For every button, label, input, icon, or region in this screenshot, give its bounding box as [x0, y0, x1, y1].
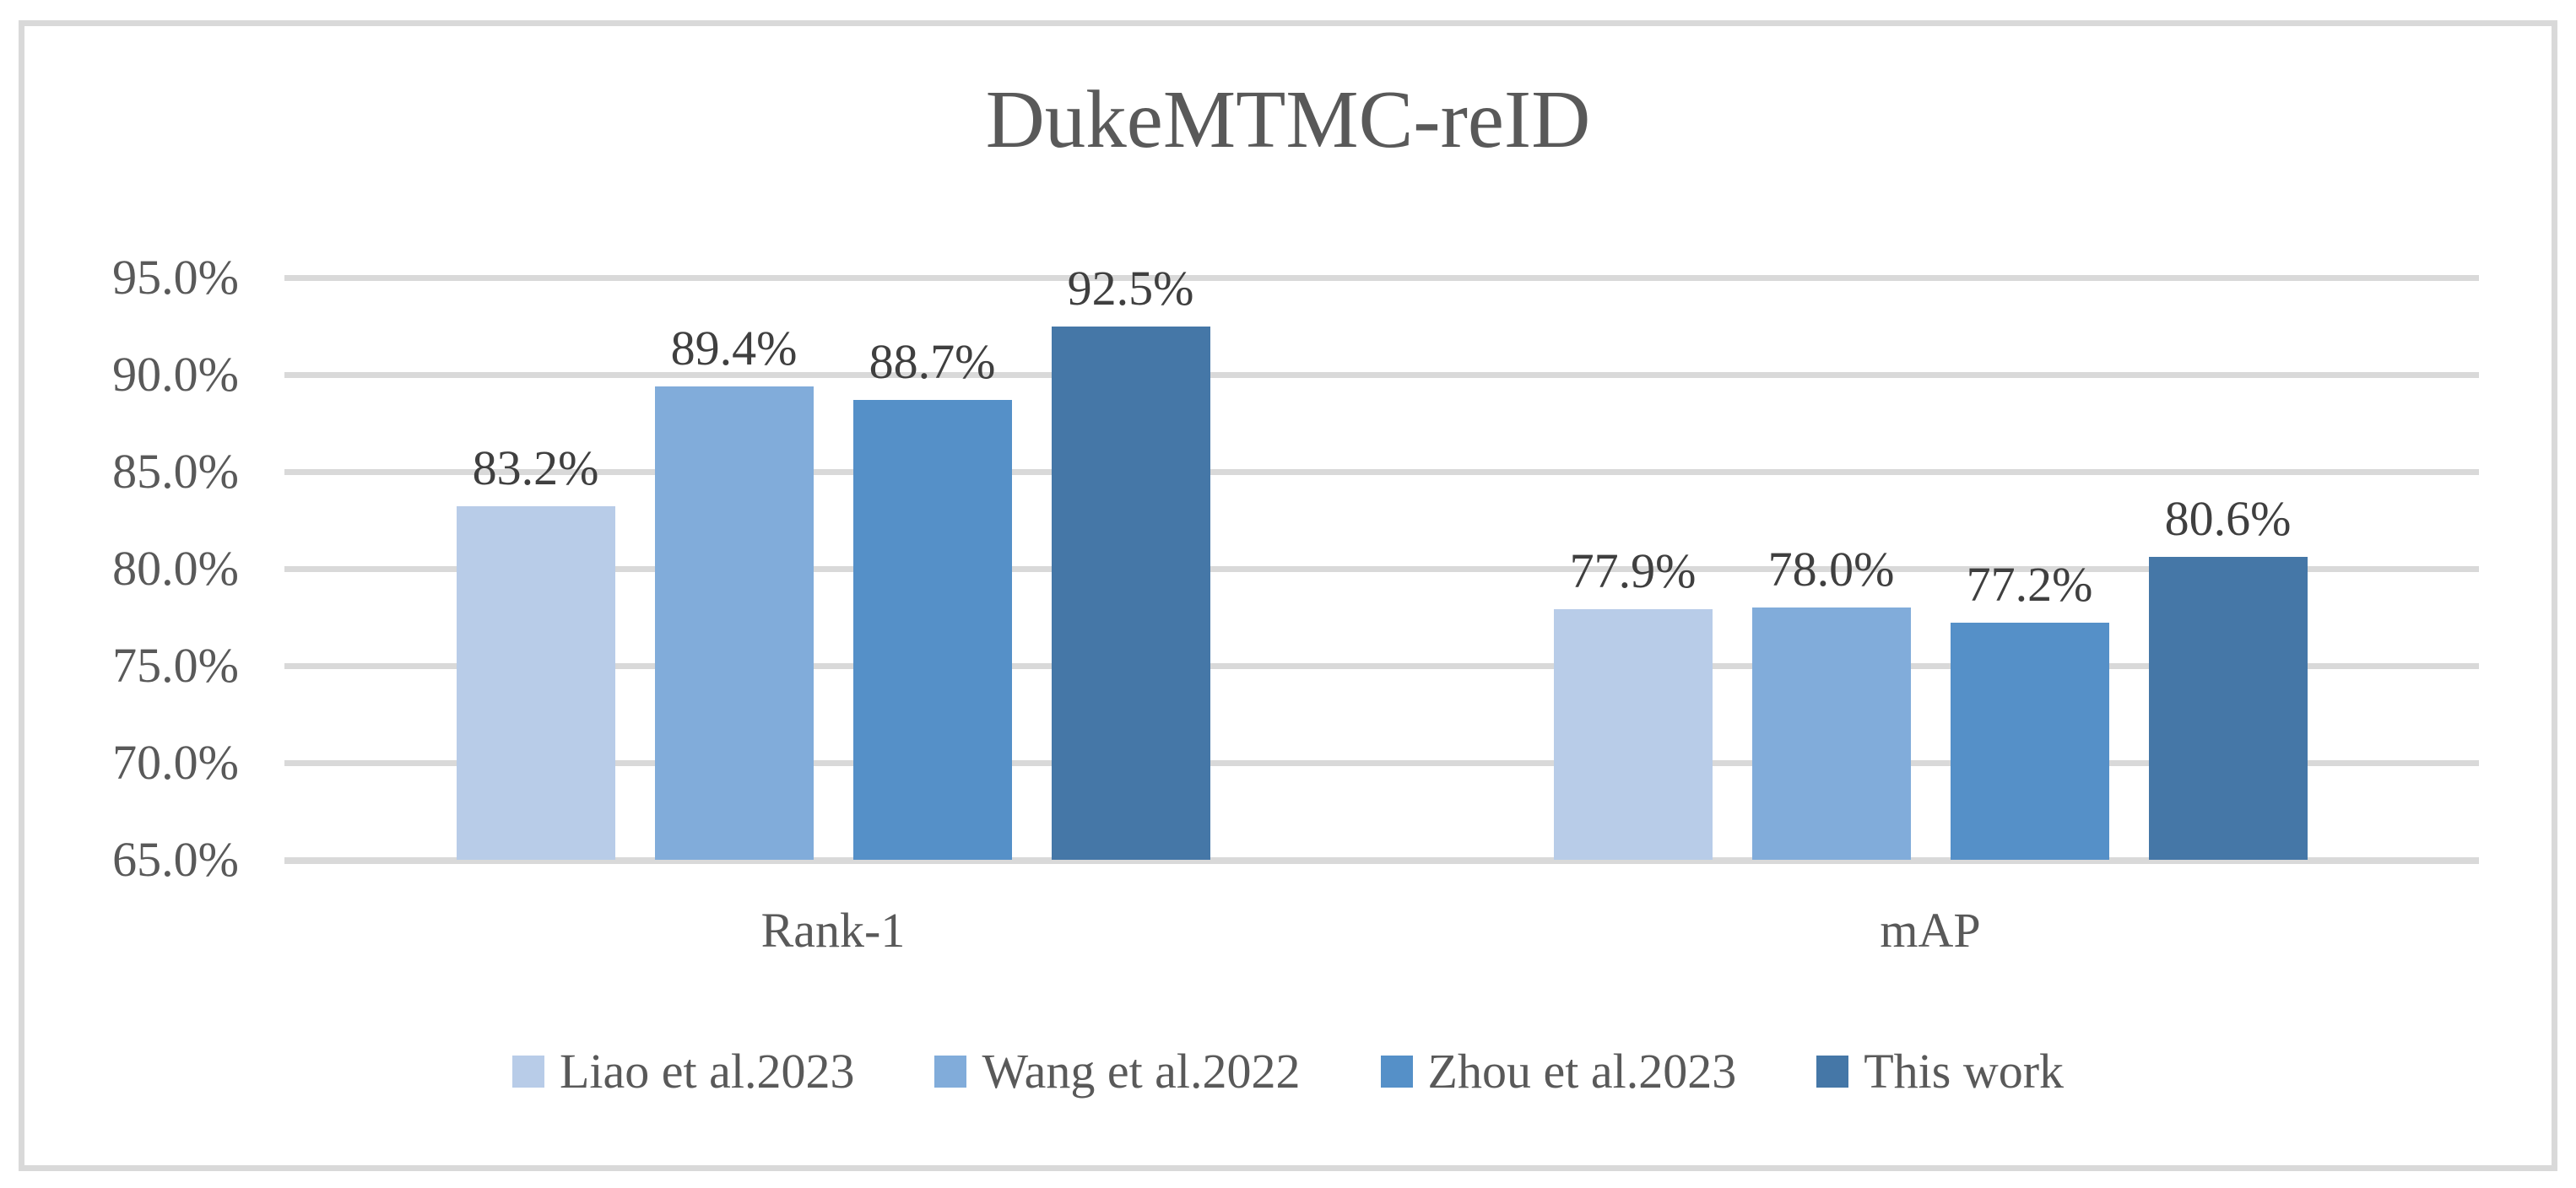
x-axis-line	[284, 857, 2479, 864]
category-label-map: mAP	[1880, 903, 1981, 958]
legend-swatch-icon	[1380, 1056, 1413, 1088]
legend-item-this-work: This work	[1816, 1041, 2064, 1102]
bar-map-this-work	[2148, 557, 2308, 860]
y-tick-label-95: 95.0%	[112, 250, 239, 305]
legend-swatch-icon	[1816, 1056, 1849, 1088]
legend-label: This work	[1864, 1044, 2065, 1099]
gridline-90	[284, 372, 2479, 378]
legend-item-zhou: Zhou et al.2023	[1380, 1041, 1737, 1102]
legend-item-wang: Wang et al.2022	[934, 1041, 1301, 1102]
bar-rank-1-zhou-et-al-2023	[852, 399, 1012, 860]
chart-title: DukeMTMC-reID	[985, 74, 1591, 165]
gridline-70	[284, 760, 2479, 766]
bar-value-label-map-zhou-et-al-2023: 77.2%	[1966, 557, 2093, 613]
bar-value-label-map-this-work: 80.6%	[2164, 491, 2292, 547]
chart-frame-border	[19, 20, 2557, 1171]
bar-rank-1-liao-et-al-2023	[456, 506, 615, 860]
gridline-75	[284, 663, 2479, 669]
category-label-rank-1: Rank-1	[760, 903, 906, 958]
gridline-85	[284, 469, 2479, 475]
legend-label: Zhou et al.2023	[1427, 1044, 1737, 1099]
y-tick-label-80: 80.0%	[112, 541, 239, 596]
bar-value-label-rank-1-this-work: 92.5%	[1067, 260, 1194, 316]
bar-rank-1-wang-et-al-2022	[654, 386, 814, 860]
legend-swatch-icon	[934, 1056, 967, 1088]
bar-rank-1-this-work	[1051, 326, 1210, 860]
bar-map-wang-et-al-2022	[1751, 608, 1911, 860]
y-tick-label-65: 65.0%	[112, 832, 239, 887]
legend-item-liao: Liao et al.2023	[511, 1041, 855, 1102]
bar-map-zhou-et-al-2023	[1950, 623, 2109, 860]
legend-swatch-icon	[511, 1056, 544, 1088]
legend-label: Liao et al.2023	[559, 1044, 855, 1099]
legend-label: Wang et al.2022	[982, 1044, 1301, 1099]
y-tick-label-75: 75.0%	[112, 638, 239, 693]
bar-value-label-rank-1-zhou-et-al-2023: 88.7%	[869, 333, 996, 389]
bar-value-label-rank-1-liao-et-al-2023: 83.2%	[472, 440, 599, 496]
gridline-95	[284, 275, 2479, 281]
y-tick-label-70: 70.0%	[112, 735, 239, 790]
legend: Liao et al.2023 Wang et al.2022 Zhou et …	[0, 1041, 2576, 1102]
bar-map-liao-et-al-2023	[1553, 609, 1713, 860]
bar-value-label-rank-1-wang-et-al-2022: 89.4%	[670, 320, 798, 375]
bar-value-label-map-liao-et-al-2023: 77.9%	[1569, 543, 1697, 599]
gridline-80	[284, 566, 2479, 572]
y-tick-label-90: 90.0%	[112, 347, 239, 402]
bar-value-label-map-wang-et-al-2022: 78.0%	[1767, 542, 1895, 597]
y-tick-label-85: 85.0%	[112, 444, 239, 499]
